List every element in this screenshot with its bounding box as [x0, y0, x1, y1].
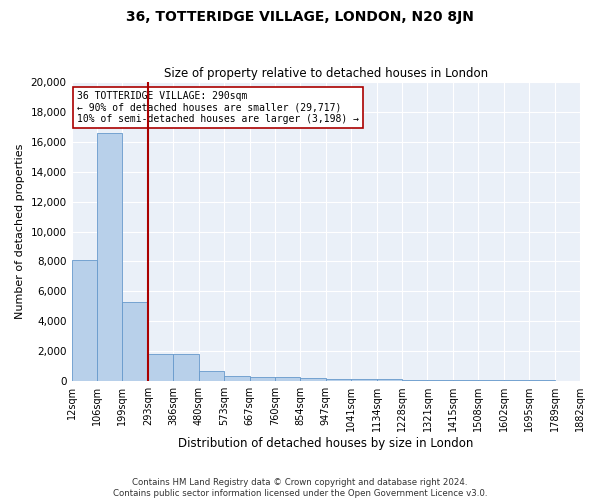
Bar	[504, 380, 529, 381]
Bar	[377, 380, 402, 381]
Bar	[326, 379, 352, 381]
Bar	[224, 376, 250, 381]
Text: Contains HM Land Registry data © Crown copyright and database right 2024.
Contai: Contains HM Land Registry data © Crown c…	[113, 478, 487, 498]
Bar	[250, 377, 275, 381]
Bar	[122, 302, 148, 381]
Title: Size of property relative to detached houses in London: Size of property relative to detached ho…	[164, 66, 488, 80]
X-axis label: Distribution of detached houses by size in London: Distribution of detached houses by size …	[178, 437, 473, 450]
Bar	[199, 370, 224, 381]
Bar	[555, 380, 580, 381]
Bar	[275, 378, 301, 381]
Y-axis label: Number of detached properties: Number of detached properties	[15, 144, 25, 320]
Bar	[71, 260, 97, 381]
Bar	[453, 380, 478, 381]
Bar	[427, 380, 453, 381]
Bar	[148, 354, 173, 381]
Text: 36 TOTTERIDGE VILLAGE: 290sqm
← 90% of detached houses are smaller (29,717)
10% : 36 TOTTERIDGE VILLAGE: 290sqm ← 90% of d…	[77, 91, 359, 124]
Bar	[173, 354, 199, 381]
Text: 36, TOTTERIDGE VILLAGE, LONDON, N20 8JN: 36, TOTTERIDGE VILLAGE, LONDON, N20 8JN	[126, 10, 474, 24]
Bar	[352, 379, 377, 381]
Bar	[402, 380, 427, 381]
Bar	[97, 133, 122, 381]
Bar	[301, 378, 326, 381]
Bar	[478, 380, 504, 381]
Bar	[529, 380, 555, 381]
